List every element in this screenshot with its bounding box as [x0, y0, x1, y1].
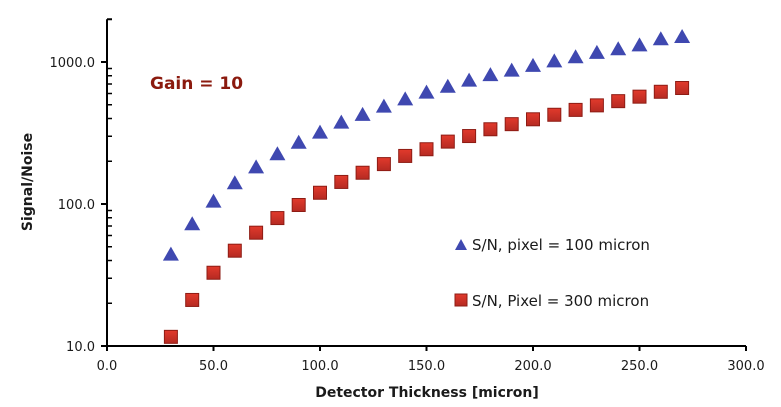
axes [106, 18, 746, 347]
data-point-square [419, 142, 434, 157]
legend-label-300-micron: S/N, Pixel = 300 micron [472, 292, 649, 310]
x-tick-label: 200.0 [514, 359, 551, 374]
data-point-square [376, 157, 391, 172]
legend-marker-triangle-icon [455, 239, 467, 250]
data-point-square [185, 292, 200, 307]
data-point-square [589, 98, 604, 113]
series-pixel-100-micron [162, 28, 691, 261]
series-layer [162, 28, 691, 344]
data-point-square [291, 197, 306, 212]
x-tick-label: 100.0 [301, 359, 338, 374]
x-axis-title: Detector Thickness [micron] [315, 385, 539, 401]
data-point-square [653, 84, 668, 99]
data-point-triangle [248, 159, 265, 174]
data-point-square [355, 165, 370, 180]
y-axis-ticks: 10.0 100.0 1000.0 [50, 18, 112, 355]
data-point-triangle [333, 114, 350, 129]
legend-item-300-micron: S/N, Pixel = 300 micron [454, 292, 649, 310]
x-axis-ticks: 0.0 50.0 100.0 150.0 200.0 250.0 300.0 [97, 346, 765, 374]
x-tick-label: 250.0 [621, 359, 658, 374]
data-point-square [163, 329, 178, 344]
data-point-triangle [439, 78, 456, 93]
data-point-square [398, 148, 413, 163]
data-point-triangle [354, 106, 371, 121]
data-point-square [483, 122, 498, 137]
x-tick-label: 300.0 [727, 359, 764, 374]
data-point-triangle [397, 91, 414, 106]
data-point-triangle [290, 134, 307, 149]
data-point-square [462, 129, 477, 144]
data-point-square [504, 117, 519, 132]
data-point-square [227, 243, 242, 258]
data-point-square [334, 174, 349, 189]
legend-label-100-micron: S/N, pixel = 100 micron [472, 236, 650, 254]
data-point-triangle [631, 37, 648, 52]
data-point-square [675, 80, 690, 95]
data-point-square [270, 211, 285, 226]
data-point-triangle [482, 67, 499, 82]
x-tick-label: 50.0 [199, 359, 228, 374]
data-point-square [526, 112, 540, 127]
data-point-triangle [610, 41, 627, 56]
data-point-square [249, 225, 264, 240]
data-point-triangle [205, 193, 222, 208]
y-tick-label: 100.0 [58, 198, 95, 213]
data-point-square [568, 102, 583, 117]
data-point-triangle [312, 124, 328, 139]
legend-marker-square-icon [454, 293, 468, 307]
data-point-triangle [418, 84, 435, 99]
legend-item-100-micron: S/N, pixel = 100 micron [455, 236, 650, 254]
data-point-square [632, 89, 647, 104]
data-point-triangle [375, 98, 392, 113]
data-point-triangle [588, 44, 605, 59]
data-point-triangle [461, 72, 478, 87]
data-point-square [206, 265, 221, 280]
data-point-triangle [525, 57, 541, 72]
data-point-triangle [567, 49, 584, 64]
data-point-triangle [674, 28, 691, 43]
data-point-triangle [226, 175, 243, 190]
x-tick-label: 150.0 [408, 359, 445, 374]
y-axis-title: Signal/Noise [20, 133, 36, 231]
data-point-square [611, 94, 626, 109]
series-pixel-300-micron [163, 80, 690, 344]
data-point-triangle [652, 31, 669, 46]
data-point-triangle [503, 62, 520, 77]
data-point-square [440, 134, 455, 149]
data-point-triangle [269, 146, 286, 161]
y-tick-label: 10.0 [66, 340, 95, 355]
y-tick-label: 1000.0 [50, 56, 96, 71]
data-point-triangle [184, 216, 201, 231]
data-point-square [313, 185, 327, 200]
data-point-square [547, 107, 562, 122]
data-point-triangle [546, 53, 563, 68]
gain-annotation: Gain = 10 [150, 74, 243, 94]
data-point-triangle [162, 246, 179, 261]
legend: S/N, pixel = 100 micron S/N, Pixel = 300… [454, 236, 650, 310]
x-tick-label: 0.0 [97, 359, 118, 374]
